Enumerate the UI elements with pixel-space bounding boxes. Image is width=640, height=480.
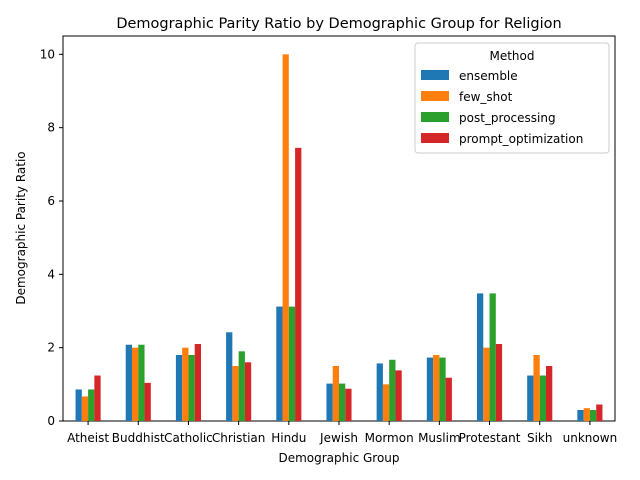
legend-swatch-prompt_optimization <box>421 133 449 143</box>
y-axis-title: Demographic Parity Ratio <box>14 151 28 304</box>
x-tick-label: Atheist <box>67 431 109 445</box>
bar-post_processing-christian <box>238 351 245 421</box>
bar-few_shot-muslim <box>433 355 440 421</box>
y-tick-label: 6 <box>47 194 55 208</box>
legend-label-few_shot: few_shot <box>459 90 513 104</box>
bar-ensemble-mormon <box>376 363 383 421</box>
bar-prompt_optimization-jewish <box>345 388 352 421</box>
legend: Method ensemble few_shot post_processingpro… <box>414 42 610 154</box>
bar-ensemble-jewish <box>326 383 333 421</box>
y-tick-label: 4 <box>47 267 55 281</box>
bar-prompt_optimization-christian <box>244 362 252 421</box>
bar-prompt_optimization-hindu <box>295 147 302 421</box>
bar-few_shot-sikh <box>533 355 540 421</box>
bar-post_processing-sikh <box>539 375 546 421</box>
legend-swatch-post_processing <box>421 112 449 122</box>
legend-label-post_processing: post_processing <box>459 111 556 125</box>
x-tick-label: Hindu <box>271 431 306 445</box>
bar-post_processing-unknown <box>589 410 597 421</box>
bar-few_shot-atheist <box>81 396 89 421</box>
x-axis-title: Demographic Group <box>278 451 399 465</box>
x-tick-label: Christian <box>212 431 266 445</box>
bar-prompt_optimization-atheist <box>94 375 101 421</box>
bar-ensemble-unknown <box>577 410 584 421</box>
y-tick-label: 0 <box>47 414 55 428</box>
legend-label-prompt_optimization: prompt_optimization <box>459 132 583 146</box>
bar-ensemble-christian <box>226 332 233 421</box>
x-tick-label: Protestant <box>459 431 521 445</box>
x-tick-label: Buddhist <box>112 431 165 445</box>
bar-few_shot-unknown <box>583 408 590 421</box>
bar-post_processing-hindu <box>288 306 296 421</box>
y-tick-label: 10 <box>40 47 55 61</box>
bar-few_shot-mormon <box>382 384 390 421</box>
bar-prompt_optimization-muslim <box>445 377 452 421</box>
chart-title: Demographic Parity Ratio by Demographic … <box>116 16 561 32</box>
bar-post_processing-buddhist <box>138 344 145 421</box>
bar-few_shot-hindu <box>282 54 289 421</box>
x-tick-label: Muslim <box>418 431 461 445</box>
bar-post_processing-catholic <box>188 355 195 421</box>
legend-title: Method <box>489 49 534 63</box>
bar-post_processing-mormon <box>389 359 396 421</box>
x-tick-label: Mormon <box>365 431 414 445</box>
bar-ensemble-catholic <box>175 355 183 421</box>
bar-few_shot-buddhist <box>132 347 139 421</box>
x-tick-label: unknown <box>563 431 618 445</box>
bar-prompt_optimization-sikh <box>546 366 553 421</box>
x-tick-label: Catholic <box>164 431 213 445</box>
bar-prompt_optimization-buddhist <box>144 382 151 421</box>
legend-label-ensemble: ensemble <box>459 69 518 83</box>
legend-swatch-few_shot <box>421 91 449 101</box>
bar-post_processing-atheist <box>88 389 95 421</box>
bar-ensemble-buddhist <box>125 344 132 421</box>
y-axis-ticks: 0 2 4 6 8 10 <box>40 47 63 428</box>
legend-swatch-ensemble <box>421 70 449 80</box>
bar-post_processing-muslim <box>439 357 446 421</box>
bar-few_shot-catholic <box>182 347 189 421</box>
legend-box <box>414 42 610 154</box>
bar-few_shot-protestant <box>483 347 490 421</box>
bar-ensemble-sikh <box>527 375 534 421</box>
bar-ensemble-atheist <box>75 389 82 421</box>
x-tick-label: Sikh <box>527 431 553 445</box>
bar-prompt_optimization-mormon <box>395 370 402 421</box>
bar-prompt_optimization-unknown <box>596 404 603 421</box>
x-tick-label: Jewish <box>319 431 358 445</box>
bar-post_processing-protestant <box>489 293 496 421</box>
bar-ensemble-hindu <box>276 306 283 421</box>
bar-prompt_optimization-protestant <box>495 344 503 421</box>
bar-ensemble-protestant <box>477 293 484 421</box>
bar-few_shot-jewish <box>332 366 339 421</box>
y-tick-label: 2 <box>47 341 55 355</box>
bar-few_shot-christian <box>232 366 239 421</box>
bar-prompt_optimization-catholic <box>194 344 201 421</box>
bars <box>75 54 603 421</box>
y-tick-label: 8 <box>47 121 55 135</box>
x-axis-ticks: Atheist Buddhist Catholic Christian Hindu Jew… <box>67 421 617 445</box>
bar-post_processing-jewish <box>339 383 346 421</box>
bar-ensemble-muslim <box>426 357 434 421</box>
